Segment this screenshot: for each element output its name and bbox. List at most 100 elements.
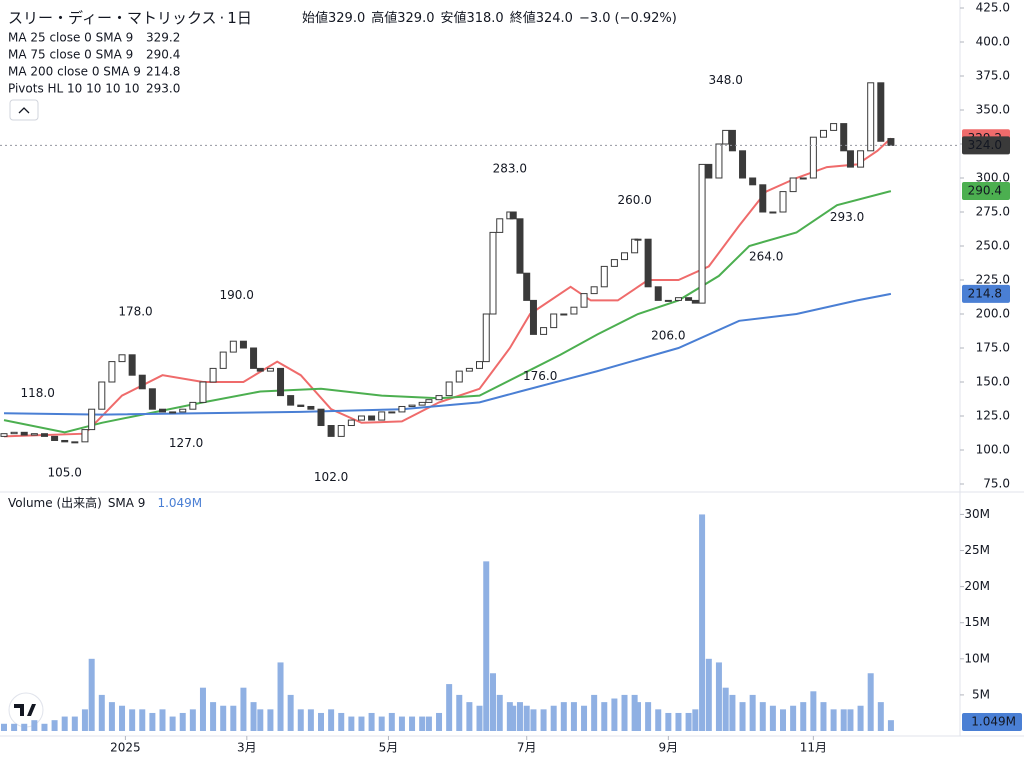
candle-body	[830, 123, 838, 131]
candle-body	[840, 123, 848, 152]
pivot-label: 264.0	[749, 249, 783, 263]
candle-body	[317, 408, 325, 427]
volume-bar	[621, 694, 628, 731]
collapse-button[interactable]	[9, 99, 39, 121]
candle-body	[266, 367, 274, 372]
candle-body	[88, 408, 96, 431]
volume-bar	[857, 705, 864, 731]
volume-bar	[685, 712, 692, 731]
candle-body	[691, 299, 699, 304]
y-tick-label: 75.0	[983, 477, 1010, 491]
change-pct: (−0.92%)	[615, 11, 677, 26]
volume-bar	[398, 716, 405, 731]
candle-body	[482, 313, 490, 363]
pivot-label: 105.0	[48, 466, 82, 480]
volume-bar	[267, 709, 274, 731]
volume-bar	[581, 705, 588, 731]
price-badge	[962, 182, 1010, 201]
volume-y-tick-label: 10M	[964, 651, 990, 665]
legend-name: MA 75 close 0 SMA 9	[8, 48, 133, 62]
candle-body	[189, 401, 197, 410]
volume-bar	[88, 658, 95, 731]
candle-body	[250, 347, 258, 369]
candle-body	[199, 381, 207, 403]
collapse-icon	[18, 107, 30, 114]
volume-bar	[358, 716, 365, 731]
volume-bar	[149, 712, 156, 731]
volume-bar	[611, 698, 618, 731]
candle-body	[455, 370, 463, 383]
logo	[8, 692, 44, 728]
candle-body	[465, 367, 473, 372]
volume-title: Volume (出来高)	[8, 495, 102, 510]
x-tick-label: 9月	[659, 741, 679, 755]
volume-bar	[307, 709, 314, 731]
separator: ·	[220, 9, 225, 27]
volume-bar	[210, 702, 217, 731]
x-tick-label: 7月	[517, 741, 537, 755]
ma-line	[3, 137, 892, 438]
legend-value: 329.2	[146, 31, 180, 45]
candle-body	[277, 367, 285, 397]
volume-bar	[456, 694, 463, 731]
volume-bar	[675, 712, 682, 731]
y-tick-label: 150.0	[976, 375, 1010, 389]
symbol: スリー・ディー・マトリックス	[8, 9, 217, 27]
volume-y-tick-label: 5M	[972, 687, 990, 701]
volume-y-tick-label: 25M	[964, 543, 990, 557]
pivot-label: 348.0	[709, 73, 743, 87]
volume-bar	[108, 702, 115, 731]
pivot-label: 118.0	[21, 386, 55, 400]
candle-body	[108, 361, 116, 383]
volume-bar	[655, 709, 662, 731]
volume-bar	[409, 716, 416, 731]
candle-body	[590, 286, 598, 295]
volume-indicator-value: 1.049M	[157, 496, 202, 510]
candle-body	[61, 439, 69, 443]
candle-body	[509, 211, 517, 220]
pivot-label: 190.0	[220, 288, 254, 302]
candle-body	[496, 218, 504, 233]
candle-body	[722, 129, 730, 145]
volume-bar	[466, 702, 473, 731]
volume-bar	[436, 712, 443, 731]
volume-bar	[98, 694, 105, 731]
y-tick-label: 175.0	[976, 341, 1010, 355]
candle-body	[408, 404, 416, 407]
volume-bar	[877, 702, 884, 731]
candle-body	[789, 177, 797, 193]
candle-body	[759, 184, 767, 213]
volume-badge-label: 1.049M	[971, 715, 1016, 729]
volume-bar	[119, 705, 126, 731]
volume-y-tick-label: 15M	[964, 615, 990, 629]
volume-bar	[81, 709, 88, 731]
ohlc-value: 318.0	[466, 11, 503, 26]
candle-body	[169, 411, 177, 414]
candle-body	[418, 401, 426, 406]
candle-body	[634, 238, 642, 241]
volume-bar	[506, 702, 513, 731]
candle-body	[209, 367, 217, 383]
candle-body	[550, 313, 558, 329]
volume-bar	[199, 687, 206, 731]
volume-bar	[446, 684, 453, 731]
ohlc-value: 329.0	[397, 11, 434, 26]
volume-bar	[729, 694, 736, 731]
volume-bar	[749, 694, 756, 731]
candle-body	[239, 340, 247, 349]
volume-bar	[71, 716, 78, 731]
candle-body	[425, 399, 433, 403]
volume-bar	[645, 702, 652, 731]
legend-name: MA 25 close 0 SMA 9	[8, 31, 133, 45]
volume-bar	[189, 709, 196, 731]
volume-bar	[11, 723, 18, 731]
y-tick-label: 100.0	[976, 443, 1010, 457]
volume-bar	[769, 705, 776, 731]
x-tick-label: 2025	[110, 741, 141, 755]
x-tick-label: 3月	[237, 741, 257, 755]
volume-bar	[489, 673, 496, 731]
candle-body	[644, 238, 652, 288]
pivot-label: 260.0	[617, 193, 651, 207]
volume-bar	[705, 658, 712, 731]
interval: 1日	[227, 9, 252, 27]
